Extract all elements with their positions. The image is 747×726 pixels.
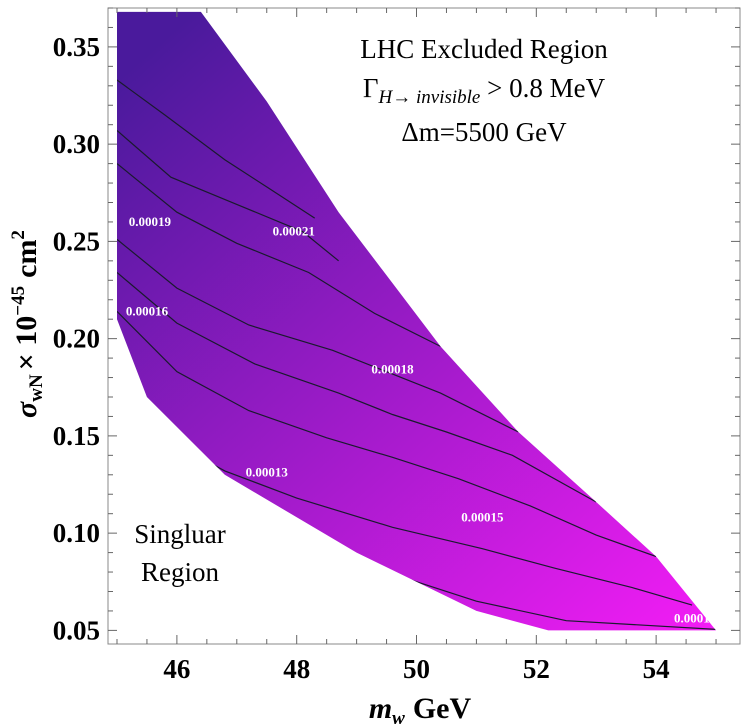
contour-line-3 [117,272,597,503]
contour-label-1: 0.00021 [273,224,315,239]
singular-region-line2: Region [141,557,219,587]
contour-line-5 [117,163,441,347]
y-axis-unit: cm [10,240,43,278]
singular-region-line1: Singluar [134,519,226,549]
y-axis-symbol: σ [10,401,43,418]
y-axis-subscript: wN [26,374,47,402]
y-axis-unit-exponent: 2 [8,230,29,240]
gamma-symbol: Γ [363,73,379,103]
x-tick-label-3: 52 [523,654,550,684]
excluded-region-title: LHC Excluded Region [360,34,608,64]
x-axis-unit: GeV [413,692,472,725]
y-axis-title: σwN × 10−45 cm2 [8,230,47,418]
contour-label-6: 0.00012 [674,611,716,626]
y-axis-ticks: 0.05 0.10 0.15 0.20 0.25 0.30 0.35 [53,7,740,645]
contour-line-7 [117,79,316,219]
y-tick-label-3: 0.20 [53,324,100,354]
delta-m-label: Δm=5500 GeV [401,117,567,147]
contour-label-0: 0.00019 [129,214,172,229]
contour-label-2: 0.00016 [126,303,169,318]
x-tick-label-4: 54 [643,654,670,684]
contour-line-6 [117,130,339,262]
excluded-region [117,11,716,631]
x-tick-label-1: 48 [283,654,310,684]
y-tick-label-1: 0.10 [53,518,100,548]
excluded-region-area [117,11,716,631]
contour-line-4 [117,238,519,433]
contour-label-5: 0.00015 [461,509,504,524]
x-tick-label-0: 46 [163,654,190,684]
contour-line-2 [117,310,657,558]
gamma-threshold: > 0.8 MeV [480,73,605,103]
gamma-condition: ΓH→ invisible > 0.8 MeV [363,73,606,108]
x-axis-ticks: 46 48 50 52 54 [116,8,717,684]
y-tick-label-0: 0.05 [53,615,100,645]
y-tick-label-4: 0.25 [53,226,100,256]
x-axis-subscript: w [392,708,405,726]
y-tick-label-2: 0.15 [53,421,100,451]
x-axis-symbol: m [369,692,392,725]
contour-label-4: 0.00013 [246,465,289,480]
y-axis-exponent: −45 [8,286,29,316]
y-axis-multiplier: × 10 [10,316,43,371]
plot-frame [107,7,741,645]
x-axis-title: mw GeV [369,692,472,726]
y-tick-label-5: 0.30 [53,129,100,159]
gamma-subscript: H→ invisible [378,87,481,108]
x-tick-label-2: 50 [403,654,430,684]
contour-labels: 0.00019 0.00021 0.00016 0.00018 0.00013 0.000… [126,214,716,626]
y-tick-label-6: 0.35 [53,32,100,62]
contour-label-3: 0.00018 [371,362,414,377]
